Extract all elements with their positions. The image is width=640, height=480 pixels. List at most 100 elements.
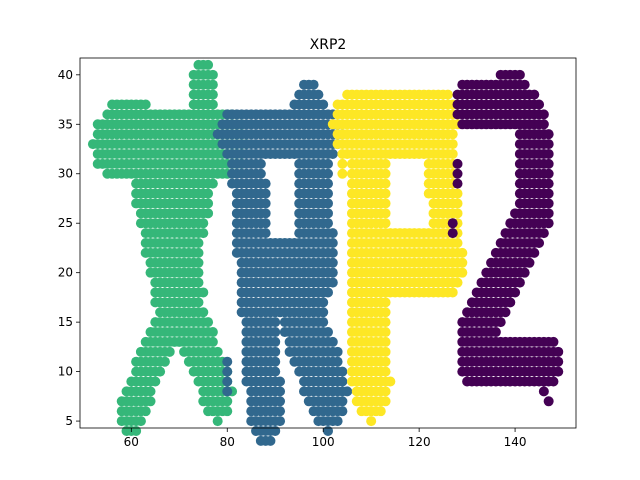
data-point-series-3 [515, 129, 525, 139]
data-point-series-0 [146, 396, 156, 406]
data-point-series-2 [448, 129, 458, 139]
data-point-series-1 [304, 297, 314, 307]
data-point-series-3 [462, 357, 472, 367]
x-tick-label: 140 [504, 435, 527, 449]
data-point-series-3 [505, 297, 515, 307]
data-point-series-1 [270, 337, 280, 347]
data-point-series-2 [381, 337, 391, 347]
data-point-series-3 [520, 228, 530, 238]
data-point-series-1 [337, 406, 347, 416]
data-point-series-3 [529, 90, 539, 100]
data-point-series-2 [424, 228, 434, 238]
data-point-series-2 [448, 139, 458, 149]
data-point-series-1 [328, 278, 338, 288]
data-point-series-2 [453, 208, 463, 218]
data-point-series-2 [443, 90, 453, 100]
data-point-series-0 [170, 337, 180, 347]
data-point-series-3 [515, 70, 525, 80]
data-point-series-0 [193, 297, 203, 307]
y-tick-label: 40 [58, 68, 73, 82]
data-point-series-0 [203, 198, 213, 208]
data-point-series-3 [515, 218, 525, 228]
data-point-series-1 [261, 179, 271, 189]
data-point-series-0 [213, 347, 223, 357]
data-point-series-3 [553, 357, 563, 367]
data-point-series-1 [275, 386, 285, 396]
data-point-series-0 [203, 208, 213, 218]
data-point-series-2 [381, 218, 391, 228]
data-point-series-1 [318, 317, 328, 327]
data-point-series-2 [366, 416, 376, 426]
data-point-series-1 [261, 208, 271, 218]
data-point-series-3 [539, 119, 549, 129]
data-point-series-1 [323, 169, 333, 179]
data-point-series-1 [328, 258, 338, 268]
data-point-series-0 [193, 238, 203, 248]
data-point-series-2 [457, 258, 467, 268]
data-point-series-2 [453, 189, 463, 199]
data-point-series-2 [438, 278, 448, 288]
data-point-series-3 [500, 70, 510, 80]
data-point-series-3 [544, 159, 554, 169]
data-point-series-2 [381, 317, 391, 327]
data-point-series-1 [299, 287, 309, 297]
data-point-series-1 [294, 248, 304, 258]
data-point-series-1 [261, 189, 271, 199]
data-point-series-0 [193, 268, 203, 278]
data-point-series-2 [453, 238, 463, 248]
chart-title: XRP2 [310, 37, 347, 53]
data-point-series-3 [534, 238, 544, 248]
data-point-series-1 [328, 149, 338, 159]
data-point-series-3 [544, 218, 554, 228]
data-point-series-3 [520, 268, 530, 278]
data-point-series-3 [544, 129, 554, 139]
data-point-series-1 [275, 406, 285, 416]
data-point-series-1 [275, 377, 285, 387]
data-point-series-2 [381, 347, 391, 357]
data-point-series-3 [496, 317, 506, 327]
data-point-series-2 [381, 297, 391, 307]
y-tick-label: 20 [58, 266, 73, 280]
data-point-series-0 [198, 287, 208, 297]
data-point-series-0 [213, 416, 223, 426]
data-point-series-0 [136, 416, 146, 426]
data-point-series-2 [381, 396, 391, 406]
data-point-series-2 [448, 287, 458, 297]
data-point-series-3 [534, 100, 544, 110]
y-tick-label: 5 [65, 414, 73, 428]
data-point-series-2 [429, 258, 439, 268]
data-point-series-3 [448, 218, 458, 228]
data-point-series-1 [270, 367, 280, 377]
data-point-series-1 [323, 198, 333, 208]
data-point-series-1 [323, 159, 333, 169]
data-point-series-3 [544, 179, 554, 189]
x-tick-label: 120 [408, 435, 431, 449]
data-point-series-3 [544, 198, 554, 208]
data-point-series-3 [544, 208, 554, 218]
data-point-series-1 [261, 198, 271, 208]
data-point-series-2 [381, 179, 391, 189]
data-point-series-0 [203, 60, 213, 70]
data-point-series-3 [529, 248, 539, 258]
data-point-series-0 [155, 367, 165, 377]
data-point-series-1 [323, 327, 333, 337]
data-point-series-1 [256, 159, 266, 169]
data-point-series-3 [453, 159, 463, 169]
data-point-series-1 [275, 416, 285, 426]
y-tick-label: 25 [58, 216, 73, 230]
data-point-series-0 [141, 100, 151, 110]
data-point-series-3 [544, 139, 554, 149]
data-point-series-1 [294, 258, 304, 268]
data-point-series-0 [146, 386, 156, 396]
data-point-series-1 [294, 238, 304, 248]
data-point-series-1 [323, 179, 333, 189]
data-point-series-1 [270, 327, 280, 337]
data-point-series-1 [265, 436, 275, 446]
data-point-series-2 [381, 189, 391, 199]
data-point-series-0 [160, 357, 170, 367]
data-point-series-0 [150, 317, 160, 327]
data-point-series-0 [208, 179, 218, 189]
data-point-series-1 [270, 426, 280, 436]
data-point-series-0 [165, 347, 175, 357]
data-point-series-2 [424, 238, 434, 248]
